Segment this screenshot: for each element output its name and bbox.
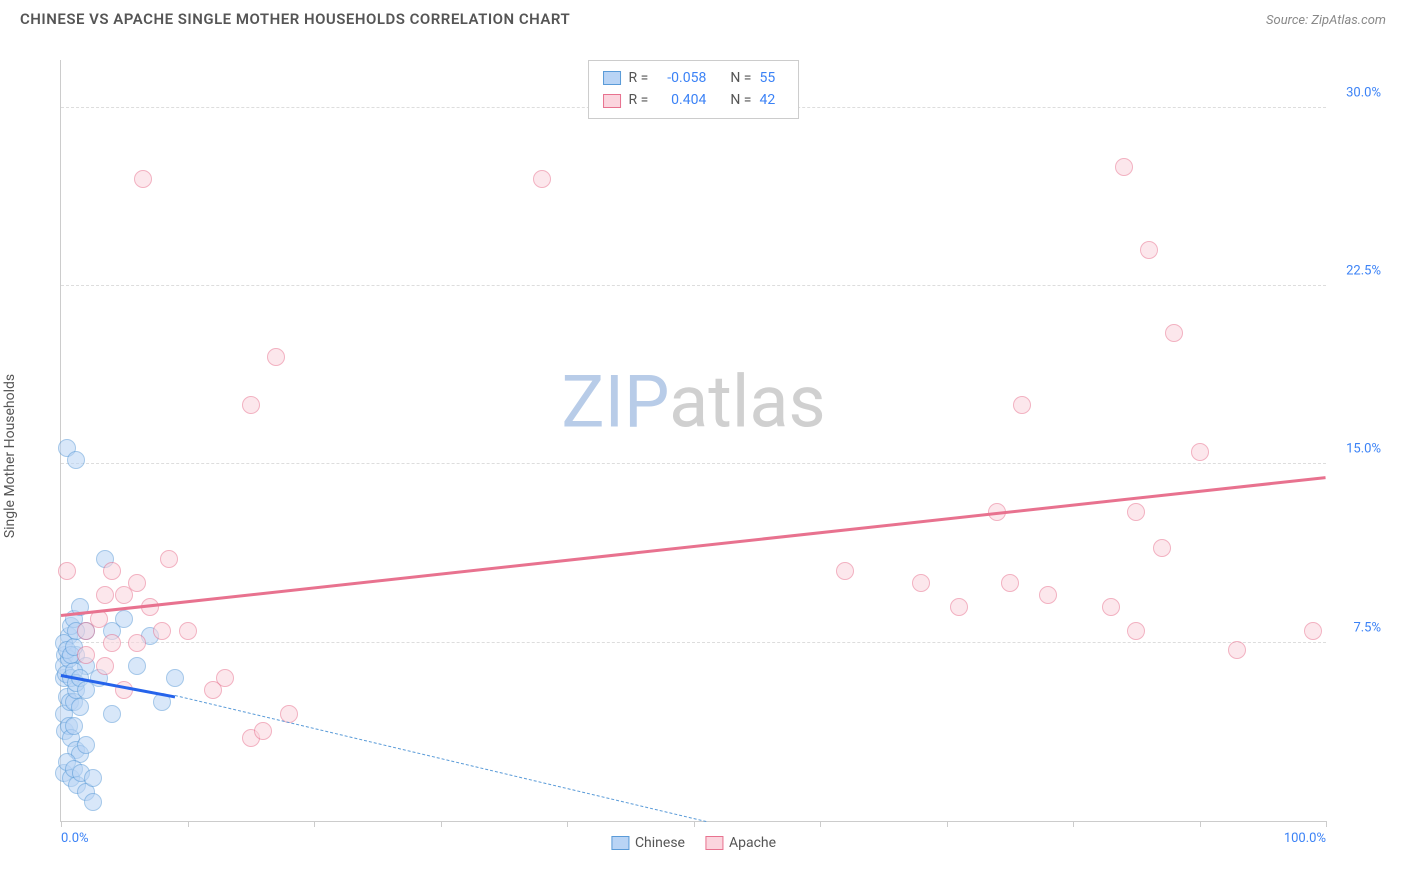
legend-label: Apache — [729, 835, 776, 851]
header: CHINESE VS APACHE SINGLE MOTHER HOUSEHOL… — [0, 0, 1406, 33]
scatter-point — [67, 451, 85, 469]
legend-swatch — [611, 836, 629, 850]
x-tick — [567, 821, 568, 827]
legend-label: Chinese — [635, 835, 685, 851]
legend-series: Chinese Apache — [611, 835, 776, 851]
scatter-point — [166, 669, 184, 687]
scatter-point — [1153, 539, 1171, 557]
legend-item: Chinese — [611, 835, 685, 851]
scatter-point — [179, 622, 197, 640]
gridline — [61, 285, 1326, 286]
scatter-point — [84, 793, 102, 811]
watermark: ZIPatlas — [561, 360, 825, 445]
chart-title: CHINESE VS APACHE SINGLE MOTHER HOUSEHOL… — [20, 10, 570, 28]
scatter-point — [1165, 324, 1183, 342]
trendline — [61, 476, 1326, 616]
scatter-point — [115, 586, 133, 604]
n-value: 55 — [759, 67, 784, 89]
scatter-point — [1304, 622, 1322, 640]
x-tick — [1326, 821, 1327, 827]
scatter-point — [134, 170, 152, 188]
x-tick — [694, 821, 695, 827]
r-value: 0.404 — [656, 89, 706, 111]
scatter-point — [77, 736, 95, 754]
trendline — [175, 695, 707, 822]
chart-container: Single Mother Households ZIPatlas R =-0.… — [20, 40, 1386, 872]
scatter-point — [950, 598, 968, 616]
plot-area: ZIPatlas R =-0.058N =55R = 0.404N =42 Ch… — [60, 60, 1326, 822]
scatter-point — [1102, 598, 1120, 616]
watermark-part1: ZIP — [561, 360, 669, 445]
scatter-point — [836, 562, 854, 580]
scatter-point — [58, 562, 76, 580]
scatter-point — [533, 170, 551, 188]
scatter-point — [153, 622, 171, 640]
scatter-point — [1191, 443, 1209, 461]
x-tick — [820, 821, 821, 827]
scatter-point — [103, 634, 121, 652]
r-label: R = — [629, 67, 649, 89]
scatter-point — [254, 722, 272, 740]
scatter-point — [128, 634, 146, 652]
r-label: R = — [629, 89, 649, 111]
watermark-part2: atlas — [669, 360, 826, 445]
scatter-point — [103, 562, 121, 580]
scatter-point — [160, 550, 178, 568]
scatter-point — [1127, 622, 1145, 640]
legend-swatch — [705, 836, 723, 850]
scatter-point — [77, 646, 95, 664]
y-tick-label: 30.0% — [1346, 85, 1381, 100]
y-tick-label: 7.5% — [1353, 620, 1381, 635]
legend-stat-row: R = -0.058 N = 55 — [603, 67, 785, 89]
y-axis-label: Single Mother Households — [2, 374, 18, 538]
legend-swatch — [603, 94, 621, 108]
scatter-point — [242, 396, 260, 414]
scatter-point — [267, 348, 285, 366]
legend-stat-row: R = 0.404 N = 42 — [603, 89, 785, 111]
r-value: -0.058 — [656, 67, 706, 89]
legend-stats: R = -0.058 N = 55 R = 0.404 N = 42 — [588, 60, 800, 119]
gridline — [61, 463, 1326, 464]
scatter-point — [84, 769, 102, 787]
legend-item: Apache — [705, 835, 776, 851]
scatter-point — [115, 610, 133, 628]
scatter-point — [204, 681, 222, 699]
source-label: Source: ZipAtlas.com — [1266, 13, 1386, 28]
x-tick — [61, 821, 62, 827]
scatter-point — [65, 717, 83, 735]
scatter-point — [103, 705, 121, 723]
n-value: 42 — [759, 89, 784, 111]
scatter-point — [1001, 574, 1019, 592]
scatter-point — [71, 698, 89, 716]
y-tick-label: 15.0% — [1346, 442, 1381, 457]
n-label: N = — [730, 89, 751, 111]
n-label: N = — [730, 67, 751, 89]
x-tick — [947, 821, 948, 827]
scatter-point — [912, 574, 930, 592]
x-tick — [188, 821, 189, 827]
scatter-point — [128, 657, 146, 675]
scatter-point — [96, 657, 114, 675]
x-tick — [441, 821, 442, 827]
scatter-point — [1228, 641, 1246, 659]
scatter-point — [1127, 503, 1145, 521]
scatter-point — [1115, 158, 1133, 176]
x-tick-label: 100.0% — [1284, 831, 1326, 846]
y-tick-label: 22.5% — [1346, 263, 1381, 278]
scatter-point — [1013, 396, 1031, 414]
gridline — [61, 642, 1326, 643]
x-tick — [1073, 821, 1074, 827]
x-tick-label: 0.0% — [61, 831, 89, 846]
x-tick — [1200, 821, 1201, 827]
legend-swatch — [603, 71, 621, 85]
x-tick — [314, 821, 315, 827]
scatter-point — [1039, 586, 1057, 604]
scatter-point — [96, 586, 114, 604]
scatter-point — [1140, 241, 1158, 259]
